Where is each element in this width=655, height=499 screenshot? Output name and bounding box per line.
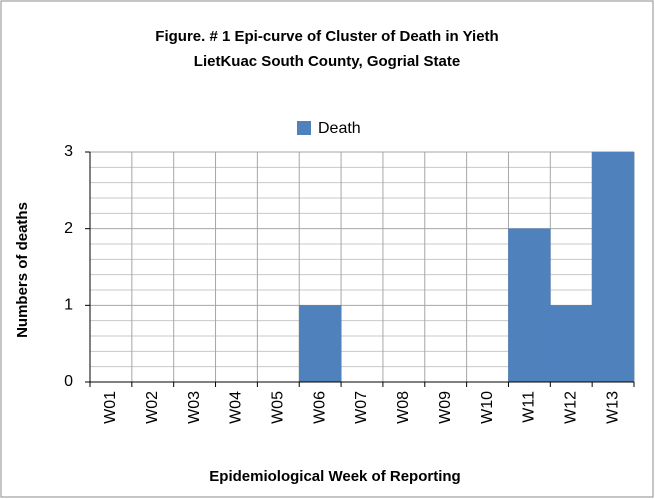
x-tick-label: W12 <box>562 391 579 424</box>
y-tick-label: 2 <box>64 220 73 237</box>
bar <box>508 228 551 383</box>
y-tick-label: 1 <box>64 297 73 314</box>
x-tick-label: W08 <box>395 391 412 424</box>
x-axis-title: Epidemiological Week of Reporting <box>209 468 460 485</box>
bar <box>550 305 593 383</box>
y-tick-label: 3 <box>64 143 73 160</box>
x-tick-label: W07 <box>353 391 370 424</box>
legend-label: Death <box>318 120 361 137</box>
chart-title: Figure. # 1 Epi-curve of Cluster of Deat… <box>155 28 498 45</box>
bar <box>298 305 342 383</box>
x-tick-label: W01 <box>102 391 119 424</box>
legend-swatch <box>297 121 311 135</box>
x-tick-label: W05 <box>270 391 287 424</box>
chart-title: LietKuac South County, Gogrial State <box>194 53 460 70</box>
x-tick-label: W09 <box>437 391 454 424</box>
y-tick-label: 0 <box>64 373 73 390</box>
bar <box>591 151 635 383</box>
x-tick-label: W11 <box>521 391 538 423</box>
y-axis-title: Numbers of deaths <box>14 202 31 338</box>
x-tick-label: W03 <box>186 391 203 424</box>
x-tick-label: W04 <box>228 391 245 424</box>
x-tick-label: W06 <box>311 391 328 424</box>
x-tick-label: W10 <box>479 391 496 424</box>
x-tick-label: W13 <box>604 391 621 424</box>
x-tick-label: W02 <box>144 391 161 424</box>
